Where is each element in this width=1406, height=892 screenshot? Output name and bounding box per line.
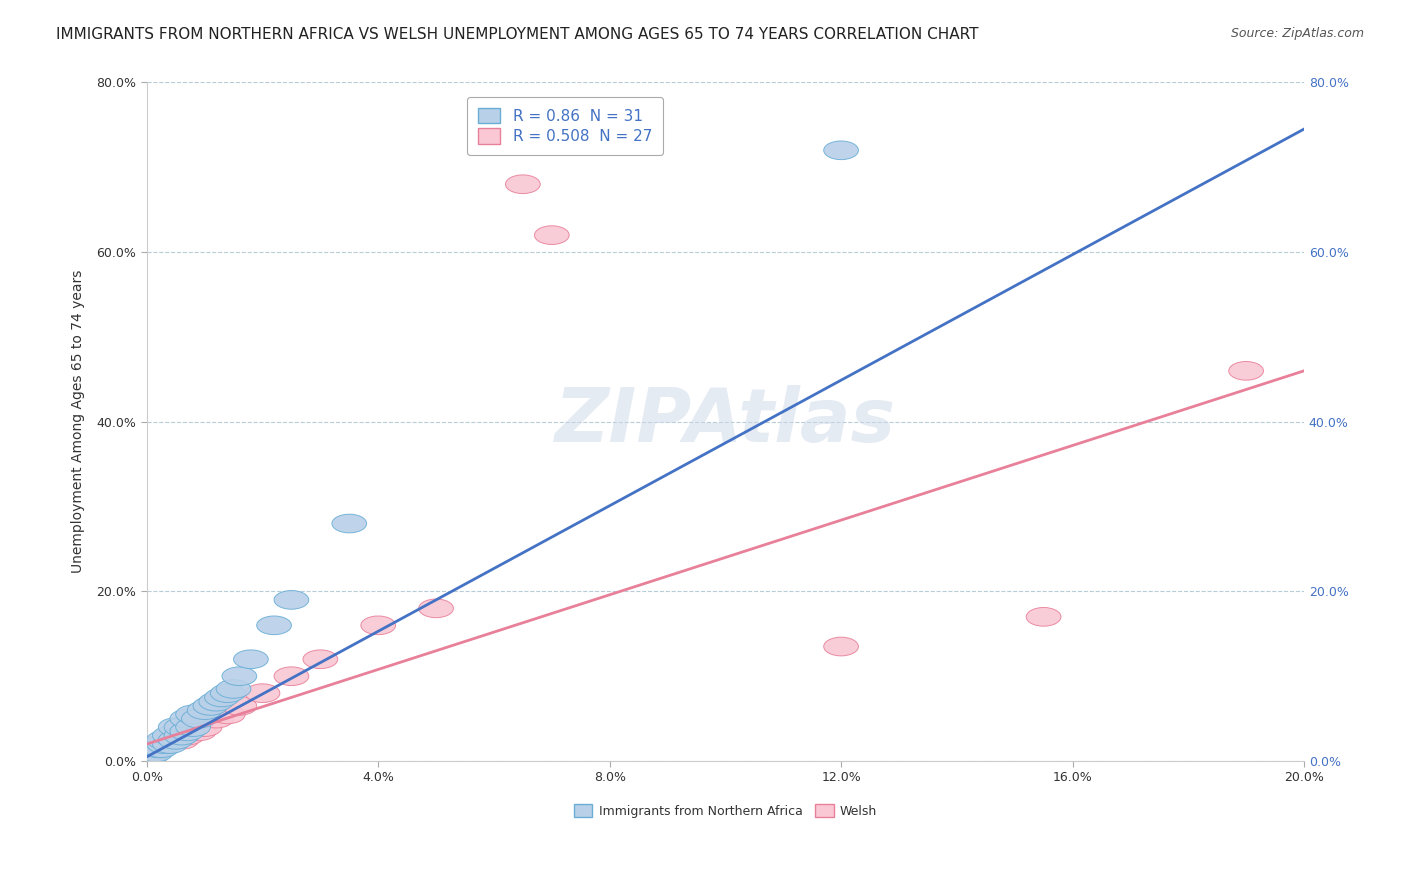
Ellipse shape [170,709,205,728]
Ellipse shape [176,718,211,737]
Ellipse shape [138,743,173,762]
Ellipse shape [165,718,198,737]
Ellipse shape [176,705,211,723]
Ellipse shape [146,731,181,749]
Ellipse shape [153,726,187,745]
Ellipse shape [181,722,217,740]
Ellipse shape [143,739,179,757]
Y-axis label: Unemployment Among Ages 65 to 74 years: Unemployment Among Ages 65 to 74 years [72,270,86,574]
Ellipse shape [146,735,181,754]
Ellipse shape [332,514,367,533]
Ellipse shape [534,226,569,244]
Ellipse shape [159,731,193,749]
Ellipse shape [274,667,309,686]
Ellipse shape [233,650,269,669]
Ellipse shape [222,667,257,686]
Ellipse shape [170,722,205,740]
Ellipse shape [165,726,198,745]
Ellipse shape [135,743,170,762]
Ellipse shape [245,684,280,703]
Ellipse shape [419,599,453,617]
Ellipse shape [211,705,245,723]
Ellipse shape [146,735,181,754]
Ellipse shape [170,726,205,745]
Ellipse shape [1240,56,1275,75]
Ellipse shape [211,684,245,703]
Ellipse shape [1026,607,1062,626]
Ellipse shape [193,697,228,715]
Ellipse shape [257,616,291,634]
Ellipse shape [217,680,250,698]
Ellipse shape [205,688,239,706]
Ellipse shape [141,739,176,757]
Ellipse shape [187,718,222,737]
Ellipse shape [506,175,540,194]
Ellipse shape [165,722,198,740]
Ellipse shape [181,709,217,728]
Ellipse shape [302,650,337,669]
Ellipse shape [198,692,233,711]
Ellipse shape [143,735,179,754]
Ellipse shape [138,739,173,757]
Ellipse shape [159,726,193,745]
Ellipse shape [824,637,859,656]
Ellipse shape [1229,361,1264,380]
Ellipse shape [132,747,167,766]
Ellipse shape [153,731,187,749]
Text: ZIPAtlas: ZIPAtlas [555,385,896,458]
Ellipse shape [159,718,193,737]
Ellipse shape [165,731,198,749]
Ellipse shape [824,141,859,160]
Ellipse shape [141,739,176,757]
Ellipse shape [135,743,170,762]
Ellipse shape [153,735,187,754]
Legend: Immigrants from Northern Africa, Welsh: Immigrants from Northern Africa, Welsh [568,799,882,822]
Text: IMMIGRANTS FROM NORTHERN AFRICA VS WELSH UNEMPLOYMENT AMONG AGES 65 TO 74 YEARS : IMMIGRANTS FROM NORTHERN AFRICA VS WELSH… [56,27,979,42]
Ellipse shape [176,718,211,737]
Text: Source: ZipAtlas.com: Source: ZipAtlas.com [1230,27,1364,40]
Ellipse shape [198,709,233,728]
Ellipse shape [187,701,222,720]
Ellipse shape [274,591,309,609]
Ellipse shape [361,616,395,634]
Ellipse shape [132,747,167,766]
Ellipse shape [222,697,257,715]
